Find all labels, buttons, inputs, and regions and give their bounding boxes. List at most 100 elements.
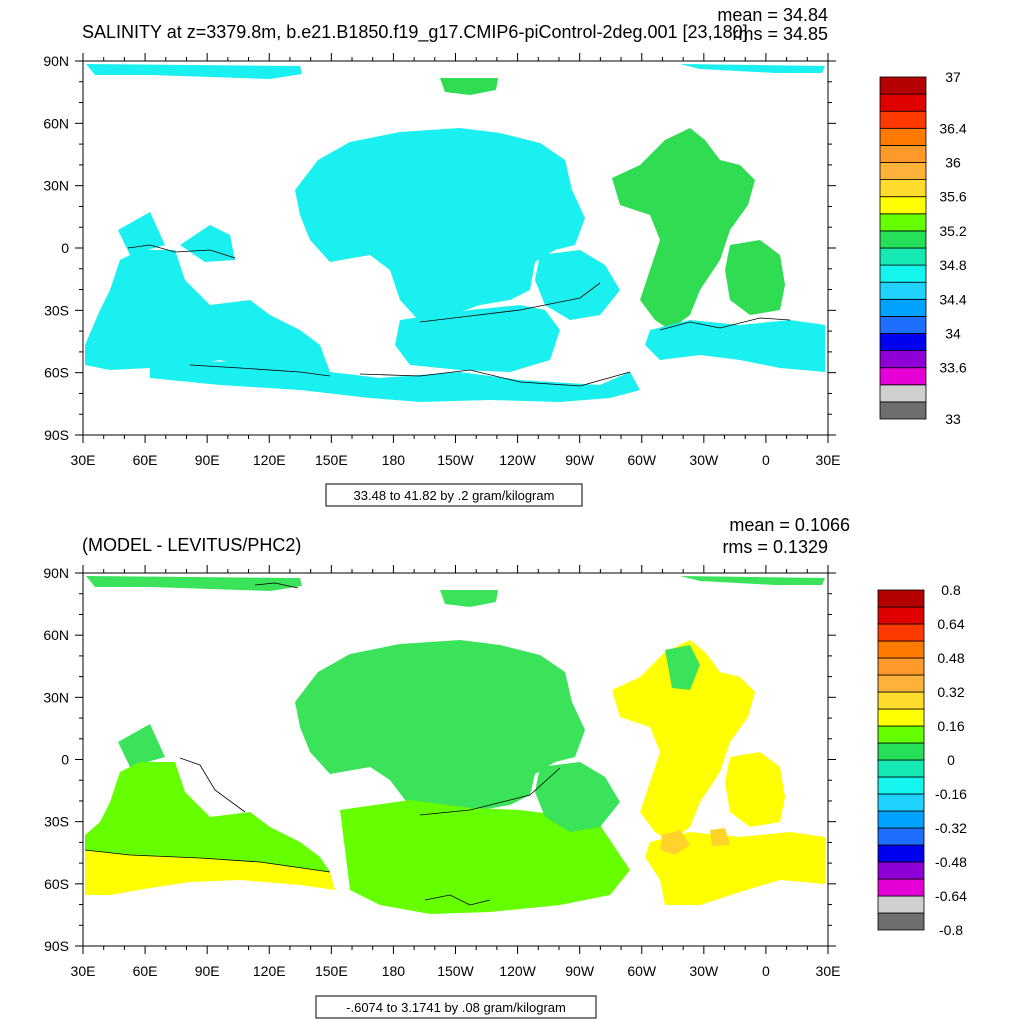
panel-1-plot-border [82,60,829,436]
colorbar-bin [877,623,925,642]
x-tick-label: 60E [133,452,158,468]
panel-2-ocean-field [84,576,825,914]
colorbar-bin [879,350,927,369]
p2-indian-north [118,724,165,767]
p2-arctic-center [440,590,498,607]
colorbar-label: 33.6 [939,360,966,376]
x-tick-label: 90W [565,452,595,468]
p2-arctic-west [86,576,302,591]
x-tick-label: 180 [382,963,406,979]
colorbar-label: 35.2 [939,223,966,239]
colorbar-label: -0.32 [935,820,967,836]
y-tick-label: 0 [61,752,69,768]
y-tick-label: 30S [44,302,69,318]
colorbar-bin [879,298,927,317]
colorbar-bin [879,333,927,352]
colorbar-bin [877,742,925,761]
p2-south-atlantic-band [645,832,825,905]
colorbar-bin [879,384,927,403]
colorbar-bin [877,708,925,727]
colorbar-bin [877,827,925,846]
colorbar-bin [877,776,925,795]
y-tick-label: 60S [44,876,69,892]
colorbar-label: 0.16 [937,718,964,734]
colorbar-bin [879,127,927,146]
p2-contour-d [424,894,491,906]
colorbar-bin [879,93,927,112]
p1-arctic-center [440,78,498,95]
x-tick-label: 30W [689,452,719,468]
colorbar-bin [879,315,927,334]
colorbar-bin [877,589,925,608]
p1-indian [85,250,330,378]
colorbar-bin [879,264,927,283]
p2-contour-a [84,849,331,873]
p2-southern [340,800,630,914]
p1-indian-north [118,212,165,255]
colorbar-bin [879,110,927,129]
colorbar-bin [877,861,925,880]
p1-arctic-east [680,64,825,73]
p1-arctic-west [86,64,302,79]
x-tick-label: 30E [816,963,841,979]
panel-1-title: SALINITY at z=3379.8m, b.e21.B1850.f19_g… [82,22,748,43]
colorbar-label: 0.8 [941,582,961,598]
colorbar-bin [879,144,927,163]
x-tick-label: 120E [253,963,286,979]
panel-1-ocean-field [85,64,825,402]
x-tick-label: 60E [133,963,158,979]
panel-2-y-ticks: 90N 60N 30N 0 30S 60S 90S [43,565,836,954]
colorbar-label: 0 [947,752,955,768]
colorbar-bin [877,674,925,693]
colorbar-bin [877,895,925,914]
colorbar-bin [877,810,925,829]
p1-contour-c [419,282,601,323]
y-tick-label: 30N [43,689,69,705]
x-tick-label: 150W [437,963,474,979]
colorbar-bin [877,725,925,744]
p1-contour-a [189,364,331,377]
panel-1-colorbar: 33 33.6 34 34.4 34.8 35.2 35.6 36 36.4 37 [879,69,967,427]
p1-contour-d [659,317,791,331]
x-tick-label: 90E [195,963,220,979]
panel-2-x-ticks: 30E 60E 90E 120E 150E 180 150W 120W 90W 60W 30W 0 30… [71,565,841,979]
panel-2-plot-border [82,572,829,947]
colorbar-label: -0.64 [935,888,967,904]
y-tick-label: 60S [44,365,69,381]
panel-1-rms: rms = 34.85 [732,24,828,44]
colorbar-label: 37 [945,69,961,85]
colorbar-bin [879,213,927,232]
x-tick-label: 180 [382,452,406,468]
p2-labrador-patch [665,645,700,690]
p1-bengal [180,225,235,262]
p2-contour-c [179,757,246,813]
panel-1-y-ticks: 90N 60N 30N 0 30S 60S 90S [43,53,836,443]
x-tick-label: 150E [315,452,348,468]
panel-1-summary: 33.48 to 41.82 by .2 gram/kilogram [354,488,555,503]
panel-1: SALINITY at z=3379.8m, b.e21.B1850.f19_g… [43,5,967,507]
y-tick-label: 0 [61,240,69,256]
colorbar-bin [879,76,927,95]
p1-south-pacific [395,305,560,372]
colorbar-bin [879,230,927,249]
p1-southern-east [645,320,825,372]
x-tick-label: 120W [499,963,536,979]
colorbar-label: 34.8 [939,257,966,273]
panel-2-summary-box [315,995,597,1019]
colorbar-label: 34 [945,326,961,342]
x-tick-label: 150E [315,963,348,979]
p2-indian [85,762,330,878]
p2-hotspot [660,830,690,855]
panel-1-mean: mean = 34.84 [717,5,828,25]
panel-2-title: (MODEL - LEVITUS/PHC2) [82,535,301,555]
x-tick-label: 150W [437,452,474,468]
x-tick-label: 60W [627,452,657,468]
panel-2-summary: -.6074 to 3.1741 by .08 gram/kilogram [346,1000,566,1015]
colorbar-bin [877,657,925,676]
panel-2-colorbar: -0.8 -0.64 -0.48 -0.32 -0.16 0 0.16 0.32 0.48 0.6… [877,582,967,938]
colorbar-bin [877,912,925,931]
panel-2-rms: rms = 0.1329 [722,537,828,557]
p2-contour-e [254,582,299,589]
p2-hotspot-2 [710,828,730,846]
panel-2-mean: mean = 0.1066 [729,515,850,535]
